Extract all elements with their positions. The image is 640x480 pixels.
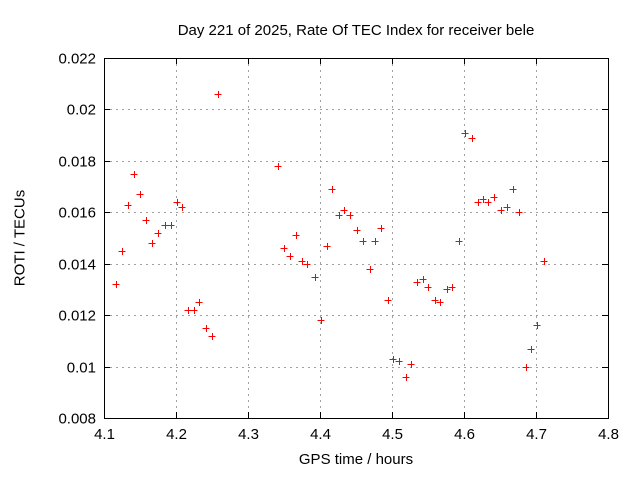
data-point — [402, 374, 410, 381]
y-tick-label: 0.01 — [67, 360, 96, 377]
data-point — [130, 171, 138, 178]
y-tick-label: 0.014 — [58, 257, 96, 274]
data-point — [340, 207, 348, 214]
data-point — [497, 207, 505, 214]
data-point — [335, 212, 343, 219]
x-tick-label: 4.6 — [454, 426, 475, 443]
y-tick-label: 0.02 — [67, 102, 96, 119]
data-point — [461, 130, 469, 137]
data-point — [178, 204, 186, 211]
plot-frame — [104, 58, 609, 419]
data-point — [377, 225, 385, 232]
data-point — [474, 199, 482, 206]
data-point — [413, 279, 421, 286]
data-point — [202, 325, 210, 332]
data-point — [167, 222, 175, 229]
data-point — [328, 186, 336, 193]
data-point — [359, 238, 367, 245]
data-point — [346, 212, 354, 219]
data-point — [540, 258, 548, 265]
x-tick-label: 4.8 — [598, 426, 619, 443]
x-axis-label: GPS time / hours — [298, 451, 414, 468]
chart-title: Day 221 of 2025, Rate Of TEC Index for r… — [177, 22, 535, 39]
y-tick-label: 0.008 — [58, 411, 96, 428]
data-point — [527, 346, 535, 353]
data-point — [311, 274, 319, 281]
data-point — [148, 240, 156, 247]
data-point — [509, 186, 517, 193]
y-tick-label: 0.022 — [58, 51, 96, 68]
data-point — [431, 297, 439, 304]
data-point — [468, 135, 476, 142]
data-point — [371, 238, 379, 245]
data-point — [154, 230, 162, 237]
data-point — [490, 194, 498, 201]
data-point — [353, 227, 361, 234]
data-point — [522, 364, 530, 371]
x-tick-label: 4.1 — [94, 426, 115, 443]
y-tick-label: 0.018 — [58, 154, 96, 171]
data-point — [515, 209, 523, 216]
x-tick-label: 4.4 — [310, 426, 331, 443]
data-point — [389, 356, 397, 363]
data-point — [503, 204, 511, 211]
data-point — [395, 358, 403, 365]
data-point — [448, 284, 456, 291]
data-point — [274, 163, 282, 170]
data-point — [424, 284, 432, 291]
data-point — [280, 245, 288, 252]
data-point — [136, 191, 144, 198]
data-point — [112, 281, 120, 288]
data-point — [184, 307, 192, 314]
data-point — [190, 307, 198, 314]
data-point — [533, 322, 541, 329]
data-point — [436, 299, 444, 306]
y-tick-label: 0.012 — [58, 308, 96, 325]
data-point — [384, 297, 392, 304]
data-point — [303, 261, 311, 268]
data-point — [323, 243, 331, 250]
data-point — [195, 299, 203, 306]
data-point — [118, 248, 126, 255]
data-point — [286, 253, 294, 260]
data-point — [366, 266, 374, 273]
data-point — [208, 333, 216, 340]
data-point — [484, 199, 492, 206]
data-point — [419, 276, 427, 283]
x-tick-label: 4.3 — [238, 426, 259, 443]
y-tick-label: 0.016 — [58, 205, 96, 222]
data-point — [214, 91, 222, 98]
x-tick-label: 4.7 — [526, 426, 547, 443]
data-point — [142, 217, 150, 224]
data-point — [443, 286, 451, 293]
data-point — [161, 222, 169, 229]
data-point — [317, 317, 325, 324]
data-point — [173, 199, 181, 206]
x-tick-label: 4.2 — [166, 426, 187, 443]
data-point — [292, 232, 300, 239]
data-point — [455, 238, 463, 245]
data-point — [479, 196, 487, 203]
x-tick-label: 4.5 — [382, 426, 403, 443]
data-point — [298, 258, 306, 265]
data-point — [124, 202, 132, 209]
data-point — [407, 361, 415, 368]
